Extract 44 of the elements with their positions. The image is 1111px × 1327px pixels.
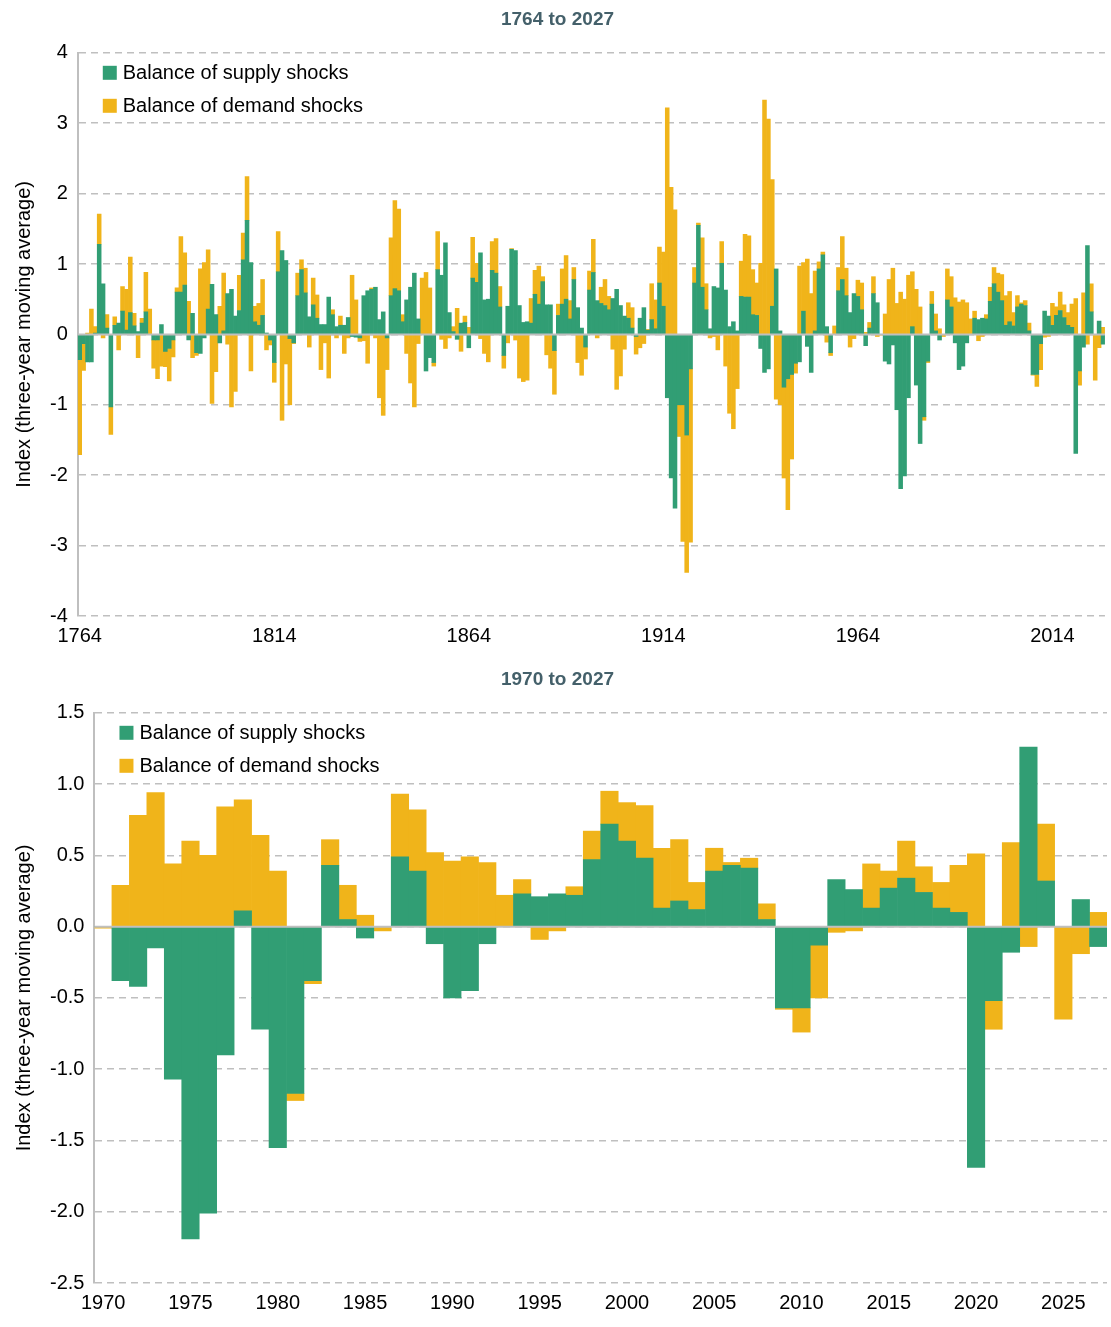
- y-tick-label: 1.0: [56, 771, 85, 794]
- x-tick-label: 1814: [252, 623, 297, 646]
- x-tick-label: 2010: [779, 1290, 824, 1313]
- x-tick-label: 1964: [835, 623, 881, 646]
- y-tick-label: -4: [49, 603, 68, 626]
- y-axis-title: Index (three-year moving average): [11, 844, 34, 1152]
- x-tick-label: 1914: [641, 623, 686, 646]
- y-tick-label: -1.0: [49, 1056, 85, 1079]
- x-tick-label: 2005: [691, 1290, 737, 1313]
- y-tick-label: 2: [56, 181, 68, 204]
- x-tick-label: 1985: [342, 1290, 388, 1313]
- y-tick-label: 0: [56, 321, 68, 344]
- y-tick-label: 4: [56, 40, 68, 63]
- chart-title: 1764 to 2027: [500, 7, 615, 29]
- x-tick-label: 1995: [517, 1290, 562, 1313]
- legend-label: Balance of demand shocks: [139, 754, 380, 777]
- y-tick-label: -1.5: [49, 1127, 85, 1150]
- y-tick-label: 0.5: [56, 842, 85, 865]
- x-tick-label: 2025: [1041, 1290, 1086, 1313]
- x-tick-label: 1970: [80, 1290, 126, 1313]
- y-tick-label: -0.5: [49, 985, 85, 1008]
- legend-label: Balance of supply shocks: [139, 721, 366, 744]
- y-tick-label: -2.5: [49, 1270, 85, 1293]
- y-tick-label: 3: [56, 110, 68, 133]
- y-tick-label: -2.0: [49, 1199, 85, 1222]
- x-tick-label: 2014: [1030, 623, 1075, 646]
- x-tick-label: 2020: [953, 1290, 999, 1313]
- x-tick-label: 1864: [446, 623, 492, 646]
- y-tick-label: 1.5: [56, 700, 85, 723]
- x-tick-label: 2015: [866, 1290, 912, 1313]
- x-tick-label: 1980: [255, 1290, 301, 1313]
- y-axis-title: Index (three-year moving average): [11, 180, 34, 488]
- x-tick-label: 1764: [57, 623, 102, 646]
- chart-title: 1970 to 2027: [500, 667, 615, 689]
- y-tick-label: 0.0: [56, 914, 85, 937]
- y-tick-label: -1: [49, 392, 68, 415]
- y-tick-label: -3: [49, 533, 68, 556]
- y-tick-label: 1: [56, 251, 68, 274]
- x-tick-label: 2000: [604, 1290, 650, 1313]
- x-tick-label: 1975: [168, 1290, 213, 1313]
- legend-label: Balance of supply shocks: [122, 61, 349, 84]
- legend-label: Balance of demand shocks: [122, 94, 363, 117]
- y-tick-label: -2: [49, 462, 68, 485]
- x-tick-label: 1990: [430, 1290, 475, 1313]
